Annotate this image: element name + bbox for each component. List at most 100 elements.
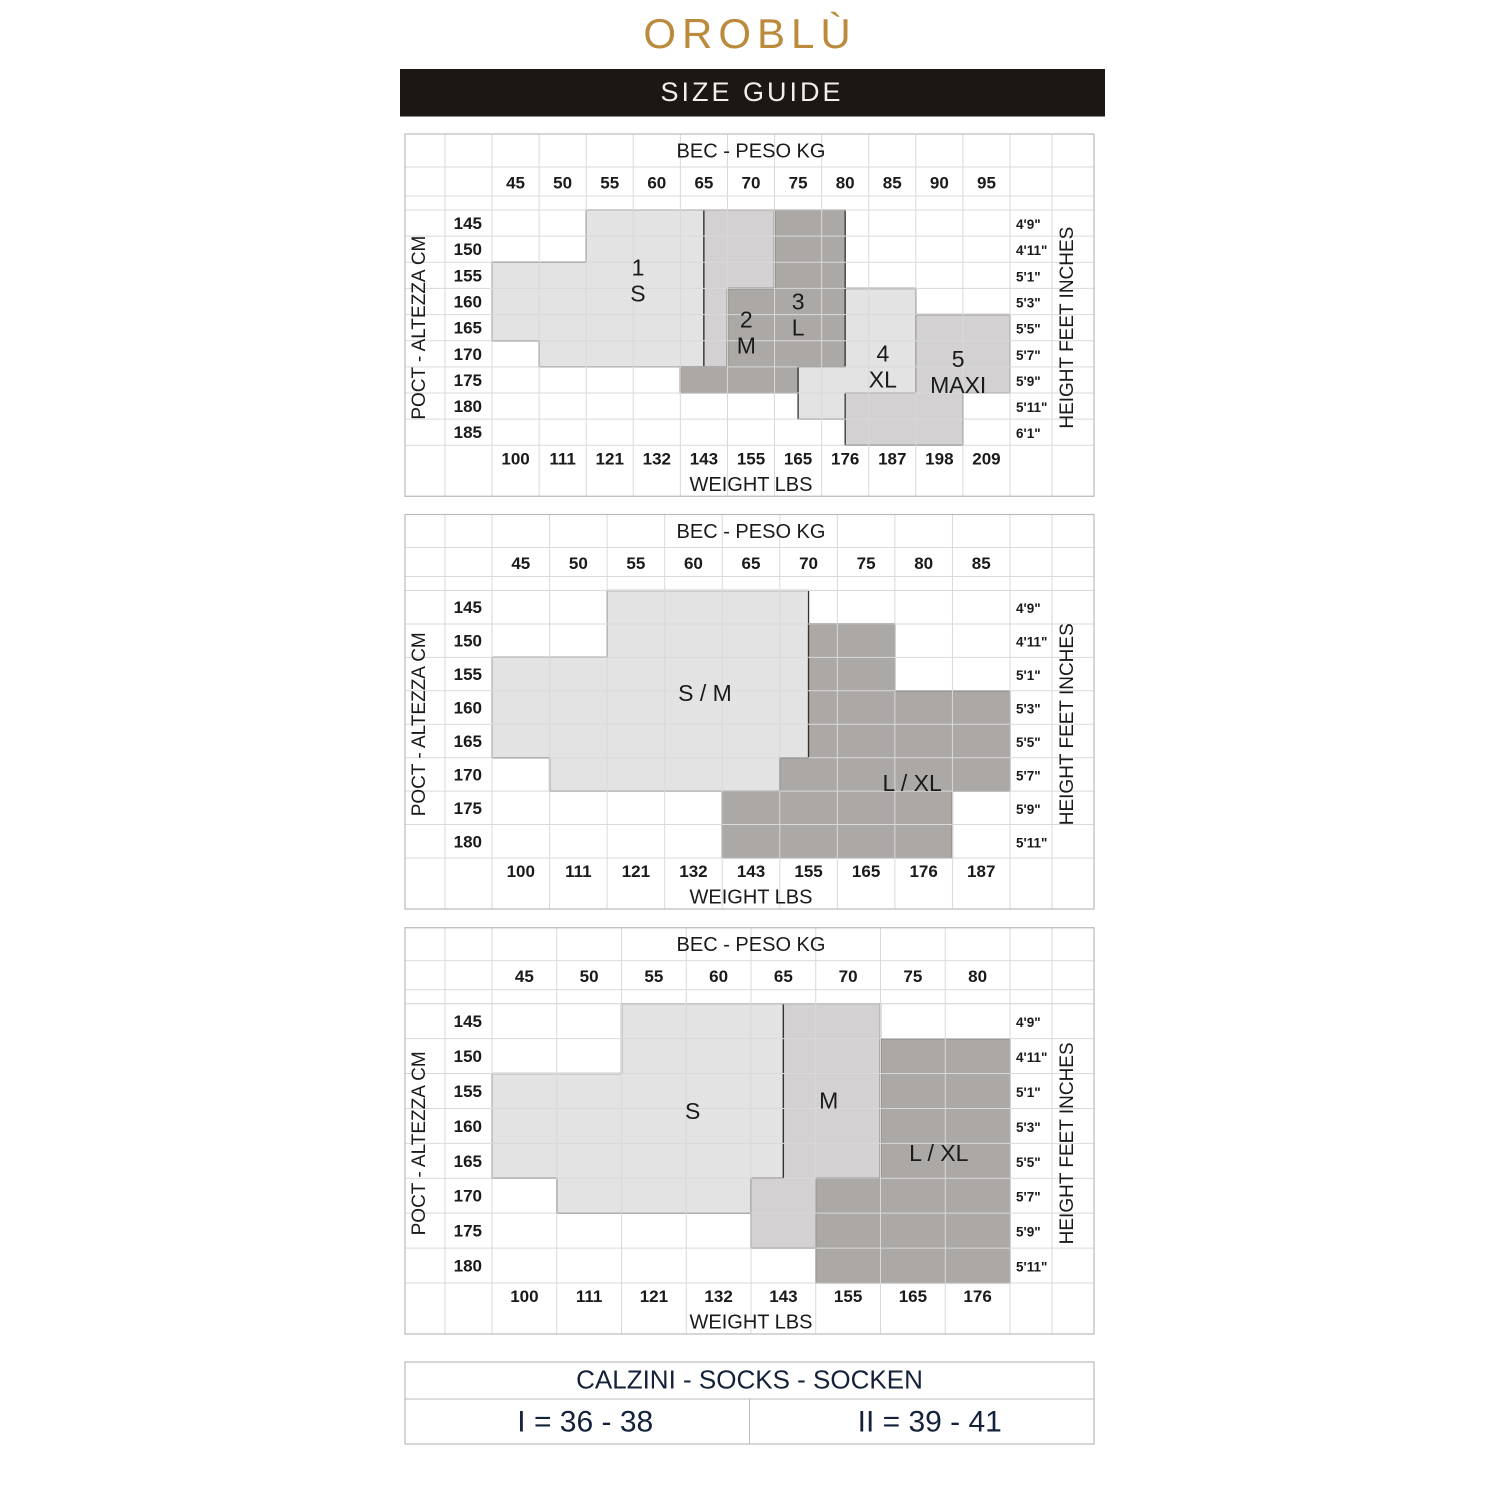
- svg-text:180: 180: [454, 1257, 482, 1276]
- svg-text:5'7": 5'7": [1016, 1190, 1041, 1205]
- svg-text:BEC - PESO KG: BEC - PESO KG: [677, 934, 826, 956]
- svg-text:65: 65: [742, 554, 761, 573]
- svg-text:209: 209: [972, 449, 1000, 468]
- svg-text:155: 155: [834, 1287, 862, 1306]
- svg-text:80: 80: [968, 967, 987, 986]
- svg-text:143: 143: [737, 862, 765, 881]
- svg-text:100: 100: [510, 1287, 538, 1306]
- svg-text:HEIGHT FEET INCHES: HEIGHT FEET INCHES: [1057, 227, 1078, 429]
- svg-text:4: 4: [876, 341, 889, 367]
- svg-text:L / XL: L / XL: [909, 1140, 968, 1166]
- svg-text:50: 50: [569, 554, 588, 573]
- svg-text:187: 187: [878, 449, 906, 468]
- svg-text:5'5": 5'5": [1016, 1155, 1041, 1170]
- svg-text:60: 60: [647, 174, 666, 193]
- svg-text:BEC - PESO KG: BEC - PESO KG: [677, 141, 826, 163]
- svg-text:4'11": 4'11": [1016, 635, 1047, 650]
- svg-text:WEIGHT LBS: WEIGHT LBS: [690, 1312, 813, 1334]
- svg-text:II = 39 - 41: II = 39 - 41: [858, 1406, 1002, 1439]
- svg-text:143: 143: [690, 449, 718, 468]
- svg-text:5'11": 5'11": [1016, 1260, 1047, 1275]
- svg-text:170: 170: [454, 345, 482, 364]
- svg-text:111: 111: [565, 862, 592, 881]
- svg-text:121: 121: [596, 449, 624, 468]
- svg-text:3: 3: [792, 288, 805, 314]
- svg-text:4'9": 4'9": [1016, 601, 1041, 616]
- svg-text:M: M: [819, 1087, 838, 1113]
- svg-text:5'7": 5'7": [1016, 348, 1041, 363]
- svg-text:WEIGHT LBS: WEIGHT LBS: [690, 474, 813, 496]
- svg-text:45: 45: [506, 174, 525, 193]
- svg-text:5'1": 5'1": [1016, 668, 1041, 683]
- svg-text:4'11": 4'11": [1016, 243, 1047, 258]
- svg-text:160: 160: [454, 1117, 482, 1136]
- svg-text:80: 80: [914, 554, 933, 573]
- svg-text:145: 145: [454, 214, 482, 233]
- svg-text:176: 176: [963, 1287, 991, 1306]
- svg-text:XL: XL: [869, 367, 897, 393]
- svg-text:170: 170: [454, 765, 482, 784]
- svg-text:5'3": 5'3": [1016, 296, 1041, 311]
- svg-text:75: 75: [789, 174, 808, 193]
- svg-text:4'11": 4'11": [1016, 1050, 1047, 1065]
- svg-text:HEIGHT FEET INCHES: HEIGHT FEET INCHES: [1057, 1042, 1078, 1244]
- svg-text:165: 165: [454, 732, 482, 751]
- svg-text:150: 150: [454, 240, 482, 259]
- svg-text:165: 165: [899, 1287, 927, 1306]
- svg-text:5'1": 5'1": [1016, 1085, 1041, 1100]
- svg-text:5: 5: [952, 346, 965, 372]
- svg-text:170: 170: [454, 1187, 482, 1206]
- svg-text:60: 60: [709, 967, 728, 986]
- svg-text:5'3": 5'3": [1016, 702, 1041, 717]
- svg-text:155: 155: [454, 665, 482, 684]
- svg-text:5'7": 5'7": [1016, 768, 1041, 783]
- svg-text:5'1": 5'1": [1016, 269, 1041, 284]
- svg-text:POCT - ALTEZZA CM: POCT - ALTEZZA CM: [409, 632, 430, 816]
- svg-text:165: 165: [784, 449, 812, 468]
- svg-text:160: 160: [454, 293, 482, 312]
- svg-text:100: 100: [501, 449, 529, 468]
- svg-text:175: 175: [454, 799, 482, 818]
- svg-text:176: 176: [831, 449, 859, 468]
- svg-text:155: 155: [737, 449, 765, 468]
- svg-text:143: 143: [769, 1287, 797, 1306]
- svg-text:65: 65: [694, 174, 713, 193]
- svg-text:HEIGHT FEET INCHES: HEIGHT FEET INCHES: [1057, 623, 1078, 825]
- svg-text:5'9": 5'9": [1016, 1225, 1041, 1240]
- svg-text:175: 175: [454, 371, 482, 390]
- svg-text:155: 155: [454, 266, 482, 285]
- svg-text:5'5": 5'5": [1016, 322, 1041, 337]
- svg-text:75: 75: [857, 554, 876, 573]
- svg-text:180: 180: [454, 397, 482, 416]
- svg-text:155: 155: [454, 1082, 482, 1101]
- svg-text:185: 185: [454, 423, 482, 442]
- svg-text:POCT - ALTEZZA CM: POCT - ALTEZZA CM: [409, 236, 430, 420]
- svg-text:198: 198: [925, 449, 953, 468]
- svg-text:55: 55: [600, 174, 619, 193]
- svg-text:165: 165: [454, 1152, 482, 1171]
- svg-text:60: 60: [684, 554, 703, 573]
- svg-text:2: 2: [740, 307, 753, 333]
- svg-text:5'9": 5'9": [1016, 374, 1041, 389]
- svg-text:165: 165: [852, 862, 880, 881]
- svg-text:50: 50: [553, 174, 572, 193]
- svg-text:L: L: [792, 314, 805, 340]
- svg-text:111: 111: [549, 449, 576, 468]
- svg-text:75: 75: [903, 967, 922, 986]
- svg-text:70: 70: [799, 554, 818, 573]
- svg-text:145: 145: [454, 1012, 482, 1031]
- svg-text:175: 175: [454, 1222, 482, 1241]
- svg-text:90: 90: [930, 174, 949, 193]
- svg-text:5'3": 5'3": [1016, 1120, 1041, 1135]
- svg-text:6'1": 6'1": [1016, 426, 1041, 441]
- svg-text:SIZE GUIDE: SIZE GUIDE: [660, 77, 843, 107]
- svg-text:176: 176: [909, 862, 937, 881]
- svg-text:180: 180: [454, 832, 482, 851]
- svg-text:111: 111: [576, 1287, 603, 1306]
- svg-text:132: 132: [704, 1287, 732, 1306]
- svg-text:55: 55: [626, 554, 645, 573]
- svg-text:WEIGHT LBS: WEIGHT LBS: [690, 887, 813, 909]
- svg-text:MAXI: MAXI: [930, 372, 986, 398]
- svg-text:L / XL: L / XL: [883, 770, 942, 796]
- svg-text:4'9": 4'9": [1016, 1015, 1041, 1030]
